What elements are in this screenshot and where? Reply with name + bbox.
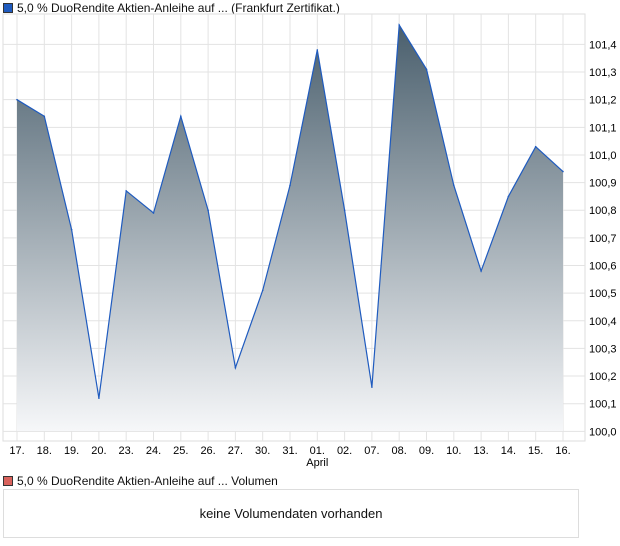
data-point [207,209,209,212]
y-tick-label: 101,4 [589,39,617,51]
x-tick-label: 19. [64,445,79,457]
data-point [534,145,537,148]
data-point [43,115,46,118]
x-tick-label: 17. [9,445,24,457]
x-tick-label: 15. [528,445,543,457]
data-point [480,270,482,272]
legend-swatch-volume [3,476,13,486]
y-tick-label: 100,8 [589,205,617,217]
x-tick-label: 31. [282,445,297,457]
legend-price: 5,0 % DuoRendite Aktien-Anleihe auf ... … [3,1,340,15]
y-tick-label: 100,1 [589,399,617,411]
x-tick-label: 27. [228,445,243,457]
data-point [316,49,319,51]
x-tick-label: 09. [419,445,434,457]
x-tick-label: 13. [473,445,488,457]
legend-price-label: 5,0 % DuoRendite Aktien-Anleihe auf ... … [17,1,340,15]
data-point [507,195,510,198]
legend-volume-label: 5,0 % DuoRendite Aktien-Anleihe auf ... … [17,474,278,488]
y-tick-label: 100,7 [589,233,617,245]
data-point [152,212,155,214]
x-tick-label: 30. [255,445,270,457]
data-point [425,68,428,71]
price-area [17,25,563,431]
y-tick-label: 100,4 [589,316,617,328]
y-tick-label: 100,2 [589,371,617,383]
y-tick-label: 100,3 [589,343,617,355]
x-tick-label: 24. [146,445,161,457]
x-tick-label: 16. [555,445,570,457]
x-tick-label: 07. [364,445,379,457]
x-tick-label: 10. [446,445,461,457]
data-point [289,184,291,187]
y-tick-label: 101,1 [589,122,617,134]
data-point [453,184,455,187]
y-tick-label: 101,2 [589,95,617,107]
volume-message: keine Volumendaten vorhanden [199,506,383,521]
y-tick-label: 100,6 [589,261,617,273]
x-tick-label: 02. [337,445,352,457]
data-point [180,115,182,118]
x-tick-label: 08. [392,445,407,457]
volume-panel: keine Volumendaten vorhanden [3,489,579,538]
price-chart: 17. 18. 19. 20. 23. 24. 25. 26. 27. 30. 31. 01. 02. 0… [2,13,617,469]
data-point [16,98,18,101]
legend-swatch-price [3,3,13,13]
y-tick-label: 100,9 [589,178,617,190]
data-point [343,209,346,212]
x-tick-label: 20. [91,445,106,457]
y-tick-label: 101,0 [589,150,617,162]
data-point [70,228,73,231]
data-point [371,386,373,388]
data-point [261,289,264,292]
x-month-label: April [306,457,328,469]
x-tick-label: 25. [173,445,188,457]
y-tick-label: 100,0 [589,426,617,438]
x-tick-label: 14. [501,445,516,457]
y-tick-label: 100,5 [589,288,617,300]
data-point [398,24,401,26]
data-point [234,366,237,369]
legend-volume: 5,0 % DuoRendite Aktien-Anleihe auf ... … [3,474,278,488]
data-point [98,397,100,399]
y-tick-label: 101,3 [589,67,617,79]
x-tick-label: 26. [200,445,215,457]
x-tick-label: 01. [310,445,325,457]
data-point [562,170,564,173]
x-tick-label: 18. [37,445,52,457]
x-tick-label: 23. [119,445,134,457]
data-point [125,190,127,192]
